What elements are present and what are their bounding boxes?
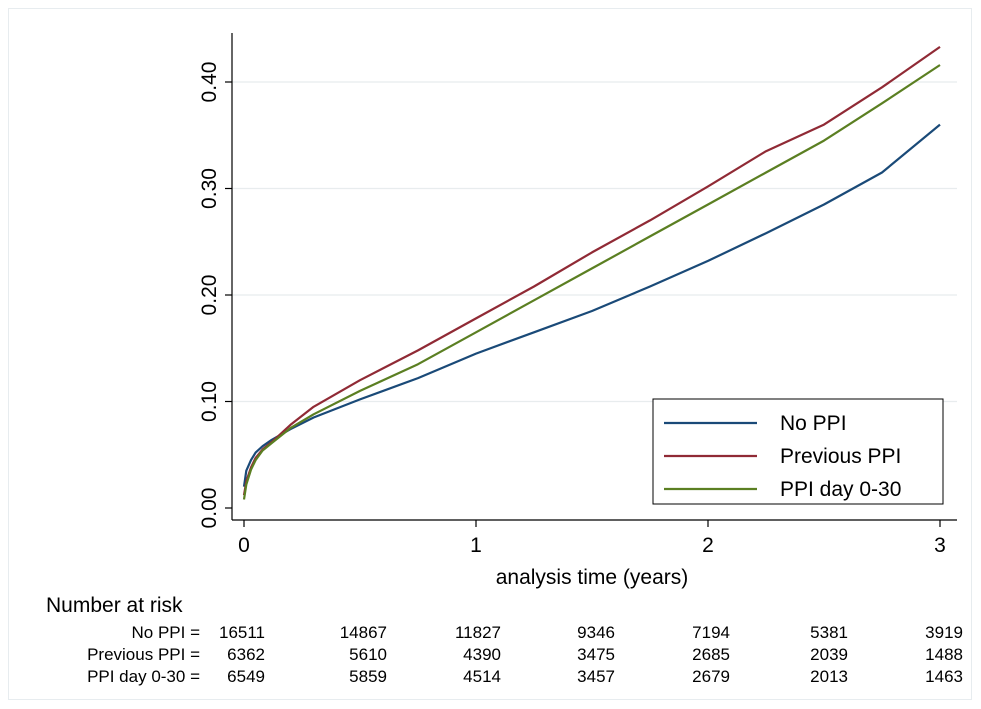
risk-value: 2685 — [692, 645, 730, 664]
x-axis-title: analysis time (years) — [496, 566, 689, 589]
grid-layer — [232, 81, 957, 403]
legend-box — [652, 398, 944, 505]
risk-value: 3919 — [925, 623, 963, 642]
risk-value: 11827 — [455, 623, 501, 642]
x-tick-label: 2 — [702, 534, 714, 557]
series-line — [242, 123, 941, 487]
risk-value: 3475 — [577, 645, 615, 664]
risk-value: 2679 — [692, 667, 730, 686]
risk-table-title: Number at risk — [46, 594, 183, 617]
risk-value: 6362 — [227, 645, 265, 664]
risk-value: 1488 — [925, 645, 963, 664]
risk-value: 2013 — [810, 667, 848, 686]
axis-layer: 0.00 0.10 0.20 0.30 0.40 0 1 2 3 — [198, 33, 957, 557]
series-layer — [242, 45, 941, 500]
risk-value: 5859 — [349, 667, 387, 686]
series-line — [242, 64, 941, 500]
x-tick-label: 1 — [470, 534, 482, 557]
risk-row-label: Previous PPI = — [87, 645, 200, 664]
risk-row-label: PPI day 0-30 = — [87, 667, 200, 686]
x-tick-label: 3 — [934, 534, 946, 557]
risk-value: 9346 — [577, 623, 615, 642]
risk-table: Number at risk No PPI = 16511 14867 11827 93… — [46, 594, 963, 686]
y-tick-label: 0.00 — [198, 488, 221, 529]
figure-frame — [8, 8, 972, 700]
risk-value: 4390 — [463, 645, 501, 664]
legend-label: PPI day 0-30 — [780, 478, 901, 501]
legend: No PPI Previous PPI PPI day 0-30 — [652, 398, 944, 505]
x-tick-label: 0 — [238, 534, 250, 557]
y-tick-label: 0.10 — [198, 381, 221, 422]
series-line — [242, 45, 941, 496]
risk-value: 6549 — [227, 667, 265, 686]
risk-value: 2039 — [810, 645, 848, 664]
y-tick-label: 0.30 — [198, 168, 221, 209]
risk-value: 16511 — [219, 623, 265, 642]
risk-value: 14867 — [340, 623, 387, 642]
risk-row-label: No PPI = — [131, 623, 200, 642]
risk-value: 5381 — [810, 623, 848, 642]
risk-value: 4514 — [463, 667, 501, 686]
legend-label: Previous PPI — [780, 445, 901, 468]
legend-label: No PPI — [780, 412, 847, 435]
y-tick-label: 0.40 — [198, 62, 221, 103]
y-tick-label: 0.20 — [198, 275, 221, 316]
risk-value: 7194 — [692, 623, 730, 642]
risk-value: 5610 — [349, 645, 387, 664]
risk-value: 3457 — [577, 667, 615, 686]
risk-value: 1463 — [925, 667, 963, 686]
